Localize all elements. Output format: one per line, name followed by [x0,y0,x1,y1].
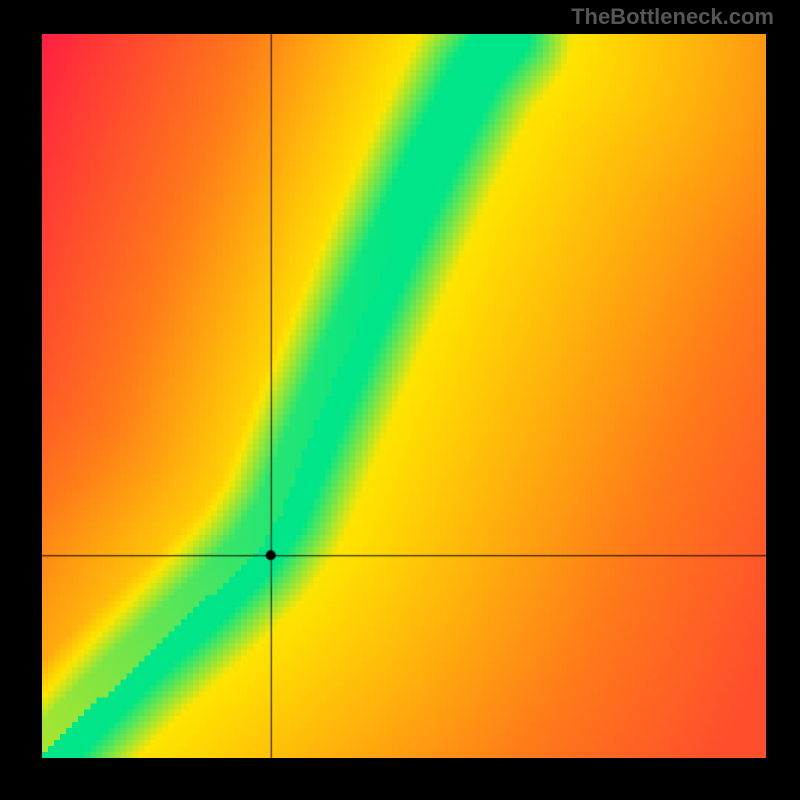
chart-container: TheBottleneck.com [0,0,800,800]
bottleneck-heatmap [42,34,766,758]
watermark-text: TheBottleneck.com [571,4,774,30]
